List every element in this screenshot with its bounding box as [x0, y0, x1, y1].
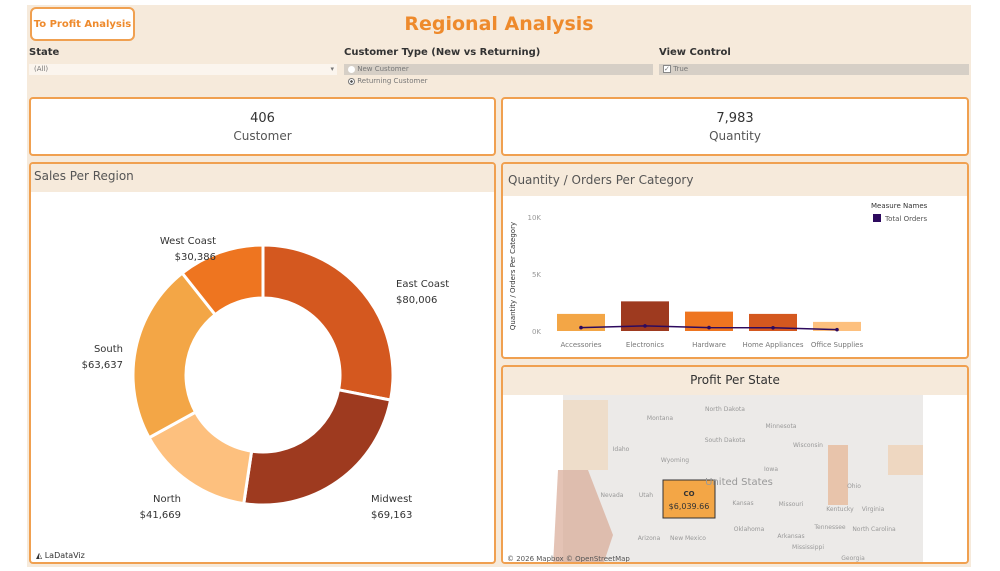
y-tick-label: 10K [528, 214, 542, 222]
map-state-label: Arkansas [777, 533, 804, 540]
map-state-label: Virginia [862, 506, 885, 513]
map-title: Profit Per State [503, 367, 967, 395]
state-filter-label: State [29, 47, 60, 58]
kpi-value: 7,983 [716, 110, 754, 126]
map-state-label: Kansas [732, 500, 753, 507]
bar [685, 311, 733, 331]
legend-label: Total Orders [884, 215, 927, 223]
customer-type-label: Customer Type (New vs Returning) [344, 47, 541, 58]
map-state-label: Utah [639, 492, 653, 499]
map-state-label: Montana [647, 415, 673, 422]
map-state-label: Missouri [779, 501, 804, 508]
map-state-label: Wyoming [661, 457, 689, 464]
quantity-orders-card: Quantity / Orders Per Category Quantity … [501, 162, 969, 359]
map-state-label: Kentucky [826, 506, 854, 513]
us-map[interactable]: CO $6,039.66 Montana North Dakota Minnesot… [503, 395, 967, 564]
slice-label: West Coast [160, 236, 216, 247]
logo-text: LaDataViz [44, 551, 85, 560]
chart-title: Sales Per Region [31, 164, 494, 192]
state-value: $6,039.66 [669, 502, 710, 511]
x-tick-label: Accessories [560, 341, 601, 349]
kpi-value: 406 [250, 110, 275, 126]
legend-swatch [873, 214, 881, 222]
slice-value-label: $69,163 [371, 510, 412, 521]
legend-title: Measure Names [871, 202, 928, 210]
checkbox-icon: ✓ [663, 65, 671, 73]
line-point [643, 324, 647, 328]
map-state-label: Mississippi [792, 544, 824, 551]
kpi-quantity: 7,983 Quantity [501, 97, 969, 156]
option-label: Returning Customer [357, 77, 428, 85]
map-state-label: Tennessee [813, 524, 846, 531]
map-state-label: Nevada [601, 492, 624, 499]
map-state-label: Wisconsin [793, 442, 823, 449]
kpi-label: Customer [233, 128, 292, 143]
slice-value-label: $30,386 [175, 252, 216, 263]
line-point [579, 325, 583, 330]
bar [813, 321, 861, 331]
map-state-label: North Dakota [705, 406, 745, 413]
slice-value-label: $41,669 [140, 510, 181, 521]
ladataviz-logo: ◭ LaDataViz [36, 551, 85, 560]
y-axis-label: Quantity / Orders Per Category [509, 222, 517, 330]
map-state-label: Minnesota [766, 423, 797, 430]
profit-per-state-card: Profit Per State CO $6,039.66 Montana Nor… [501, 365, 969, 564]
map-state-label: United States [705, 477, 773, 488]
y-tick-label: 5K [532, 271, 541, 279]
y-tick-label: 0K [532, 328, 541, 336]
map-state-label: North Carolina [852, 526, 896, 533]
line-point [835, 327, 839, 332]
donut-slice [242, 388, 393, 507]
slice-label: North [153, 494, 181, 505]
slice-label: Midwest [371, 494, 412, 505]
map-state-label: New Mexico [670, 535, 706, 542]
page-title: Regional Analysis [404, 13, 594, 35]
x-tick-label: Hardware [692, 341, 726, 349]
slice-value-label: $63,637 [82, 360, 123, 371]
sales-per-region-card: Sales Per Region East Coast $80,006 Midwes… [29, 162, 496, 564]
slice-label: East Coast [396, 279, 449, 290]
x-tick-label: Home Appliances [743, 341, 804, 349]
slice-label: South [94, 344, 123, 355]
map-state-label: Oklahoma [734, 526, 765, 533]
chart-title: Quantity / Orders Per Category [503, 164, 967, 196]
map-attribution[interactable]: © 2026 Mapbox © OpenStreetMap [507, 555, 630, 563]
bar-chart: Quantity / Orders Per Category 0K 5K 10K Acc… [509, 202, 928, 349]
radio-selected-icon [348, 77, 355, 85]
x-tick-label: Office Supplies [811, 341, 864, 349]
state-value: (All) [34, 65, 49, 73]
donut-chart: East Coast $80,006 Midwest $69,163 North $41,… [82, 236, 450, 521]
state-label: CO [683, 490, 694, 498]
line-point [771, 326, 775, 330]
co-state-highlight[interactable] [662, 479, 716, 519]
chevron-down-icon: ▾ [330, 65, 334, 73]
donut-slice [180, 243, 265, 317]
map-state-label: Idaho [613, 446, 630, 453]
line-point [707, 325, 711, 330]
state-dropdown[interactable]: (All) ▾ [29, 64, 337, 75]
option-label: True [673, 65, 689, 73]
radio-returning-customer[interactable]: Returning Customer [344, 76, 653, 87]
donut-slice [131, 271, 218, 440]
view-control-label: View Control [659, 47, 731, 58]
map-state-label: Ohio [847, 483, 861, 490]
x-tick-label: Electronics [626, 341, 665, 349]
map-state-label: Georgia [841, 555, 865, 562]
kpi-customer: 406 Customer [29, 97, 496, 156]
slice-value-label: $80,006 [396, 295, 437, 306]
dashboard: To Profit Analysis Regional Analysis Sta… [27, 5, 971, 567]
map-state-label: Arizona [638, 535, 661, 542]
map-state-label: Iowa [764, 466, 778, 473]
bar [749, 313, 797, 331]
donut-slice [261, 243, 395, 402]
radio-icon [348, 65, 355, 73]
radio-new-customer[interactable]: New Customer [344, 64, 653, 75]
to-profit-analysis-button[interactable]: To Profit Analysis [30, 7, 135, 41]
option-label: New Customer [357, 65, 409, 73]
view-control-checkbox[interactable]: ✓ True [659, 64, 969, 75]
kpi-label: Quantity [709, 128, 761, 143]
map-state-label: South Dakota [705, 437, 746, 444]
